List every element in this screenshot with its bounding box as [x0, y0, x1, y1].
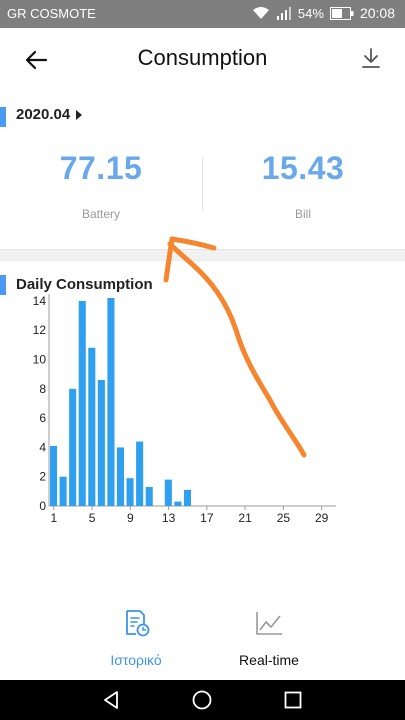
x-tick-label: 9 [127, 511, 134, 525]
bar-day-11[interactable] [145, 486, 153, 506]
caret-right-icon [76, 109, 83, 120]
carrier-label: GR COSMOTE [7, 6, 96, 21]
x-tick-label: 1 [50, 511, 57, 525]
bar-day-10[interactable] [136, 441, 144, 506]
arrow-left-icon [25, 50, 48, 70]
bar-day-14[interactable] [174, 501, 182, 506]
month-label: 2020.04 [16, 106, 71, 123]
summary-panel: 77.15 Battery 15.43 Bill [0, 150, 405, 230]
bar-day-7[interactable] [107, 298, 115, 506]
battery-value: 77.15 [59, 150, 143, 186]
x-tick-label: 21 [238, 511, 252, 525]
bottom-tab-bar: Ιστορικό Real-time [0, 600, 405, 678]
battery-percent: 54% [297, 5, 324, 21]
nav-recents-icon[interactable] [282, 689, 304, 711]
status-bar: GR COSMOTE 54% 20:08 [0, 0, 405, 28]
y-tick-label: 10 [33, 353, 47, 367]
history-document-icon [121, 608, 151, 638]
bill-stat: 15.43 Bill [202, 150, 404, 221]
tab-history[interactable]: Ιστορικό [35, 608, 237, 668]
x-tick-label: 29 [315, 511, 329, 525]
x-tick-label: 5 [89, 511, 96, 525]
y-tick-label: 14 [33, 294, 47, 308]
section-marker [0, 275, 6, 295]
bar-day-8[interactable] [116, 447, 125, 506]
download-icon [362, 48, 380, 68]
bar-day-4[interactable] [78, 300, 86, 506]
daily-consumption-chart: 0 2 4 6 8 10 12 14 1 5 9 13 17 21 25 29 [33, 294, 336, 525]
line-chart-icon [254, 608, 284, 638]
signal-icon [276, 7, 291, 20]
y-tick-label: 2 [39, 470, 46, 484]
download-button[interactable] [359, 46, 383, 72]
section-divider [0, 249, 405, 261]
bill-value: 15.43 [261, 150, 345, 186]
y-tick-label: 8 [39, 382, 46, 396]
tab-history-label: Ιστορικό [110, 652, 162, 668]
bar-day-1[interactable] [50, 445, 58, 506]
bar-day-9[interactable] [126, 478, 134, 506]
y-tick-label: 4 [39, 440, 46, 454]
y-tick-label: 6 [39, 411, 46, 425]
y-tick-label: 0 [39, 499, 46, 513]
battery-label: Battery [81, 207, 120, 221]
status-icons: 54% 20:08 [252, 5, 395, 21]
bar-day-6[interactable] [97, 380, 105, 506]
daily-consumption-title: Daily Consumption [16, 276, 155, 293]
x-tick-label: 17 [200, 511, 214, 525]
bar-day-13[interactable] [164, 479, 172, 506]
bar-day-3[interactable] [69, 388, 77, 506]
tab-realtime[interactable]: Real-time [168, 608, 370, 668]
page-title: Consumption [137, 45, 268, 70]
y-tick-label: 12 [33, 323, 47, 337]
wifi-icon [252, 7, 269, 19]
x-tick-label: 25 [277, 511, 291, 525]
month-selector[interactable]: 2020.04 [16, 106, 83, 123]
nav-home-icon[interactable] [191, 689, 213, 711]
app-header: Consumption [0, 28, 405, 92]
x-tick-label: 13 [162, 511, 176, 525]
clock: 20:08 [359, 5, 395, 21]
back-button[interactable] [20, 46, 52, 74]
nav-back-icon[interactable] [100, 689, 122, 711]
bar-day-15[interactable] [183, 489, 191, 506]
bill-label: Bill [294, 207, 311, 221]
bar-day-5[interactable] [88, 347, 96, 506]
stat-divider [202, 158, 203, 210]
battery-icon [329, 6, 354, 20]
system-nav-bar [0, 680, 405, 720]
battery-stat: 77.15 Battery [0, 150, 202, 221]
tab-realtime-label: Real-time [239, 652, 299, 668]
section-marker [0, 107, 6, 127]
bar-day-2[interactable] [59, 476, 67, 506]
